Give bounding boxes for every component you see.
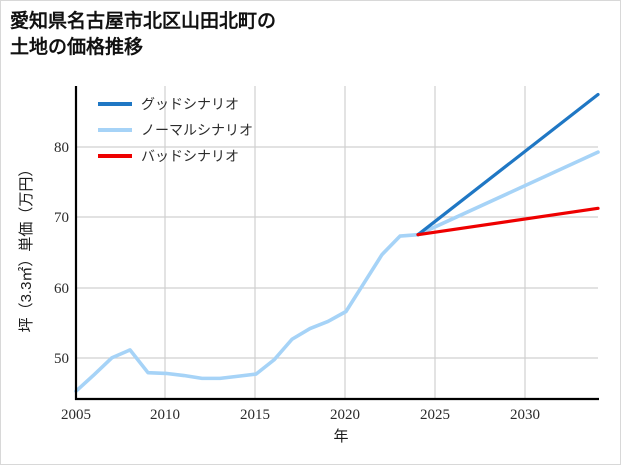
series-line-normal [74,150,600,393]
page-title: 愛知県名古屋市北区山田北町の 土地の価格推移 [10,11,277,58]
legend: グッドシナリオ ノーマルシナリオ バッドシナリオ [98,97,253,165]
series-group [74,92,600,393]
x-tick-2015: 2015 [240,407,270,423]
y-tick-70: 70 [54,210,69,226]
legend-label-bad: バッドシナリオ [141,150,239,165]
legend-label-good: グッドシナリオ [141,97,239,113]
x-tick-2025: 2025 [420,407,450,423]
y-tick-50: 50 [54,351,69,367]
y-tick-labels: 80 70 60 50 [54,140,69,367]
x-tick-2005: 2005 [61,407,91,423]
series-line-good [416,92,600,237]
series-line-bad [416,206,600,237]
y-tick-60: 60 [54,281,69,297]
x-tick-2010: 2010 [150,407,180,423]
x-tick-2020: 2020 [330,407,360,423]
x-tick-labels: 2005 2010 2015 2020 2025 2030 [61,407,540,423]
x-axis-title: 年 [333,428,348,445]
y-tick-80: 80 [54,140,69,156]
x-tick-2030: 2030 [510,407,540,423]
y-gridlines [76,146,598,359]
legend-label-normal: ノーマルシナリオ [141,124,253,139]
y-axis-title: 坪（3.3㎡）単価（万円） [18,162,35,333]
x-gridlines [75,86,526,399]
